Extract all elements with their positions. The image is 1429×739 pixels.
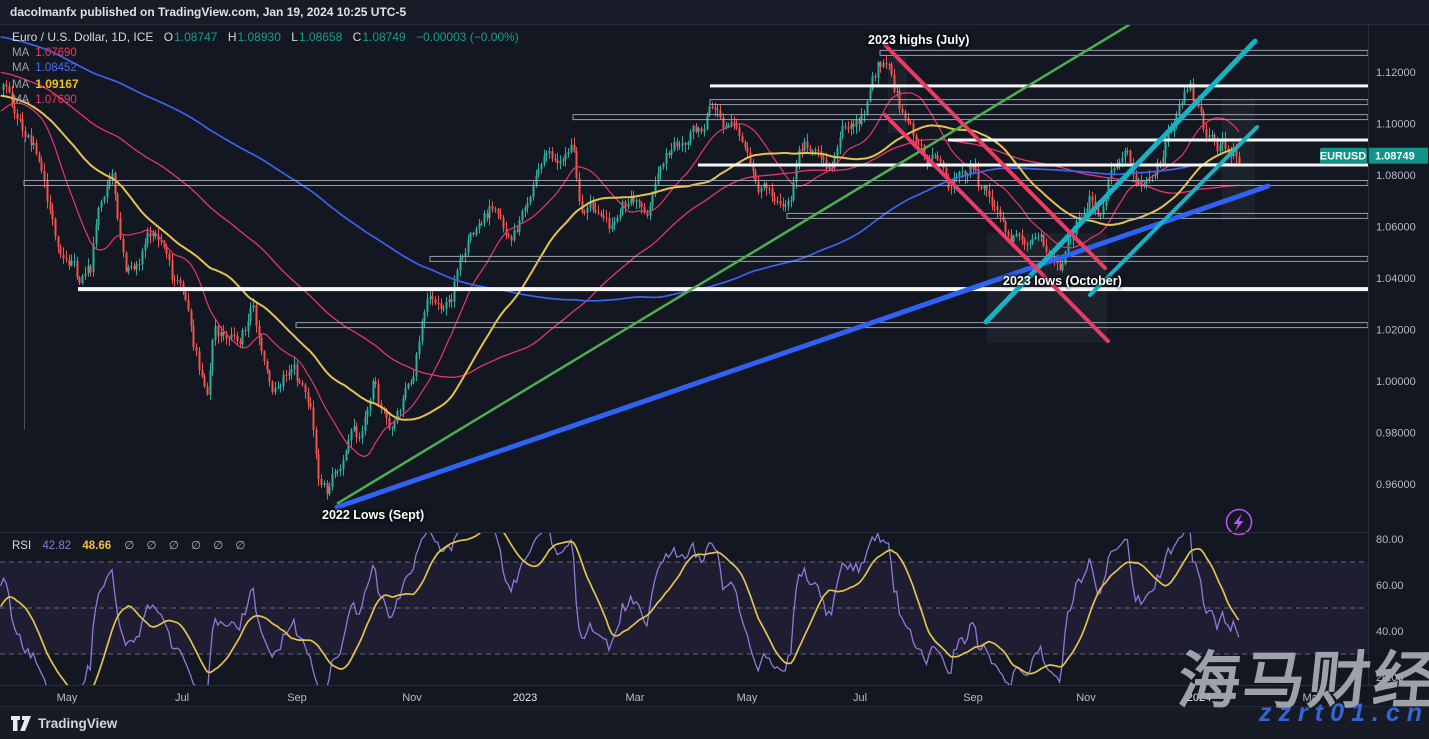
trendline-teal-channel-1[interactable] [983, 38, 1258, 325]
time-tick: Mar [1303, 692, 1322, 704]
ma-label: MA [12, 78, 30, 91]
ma-line-20[interactable] [0, 92, 1240, 457]
price-tick: 1.00000 [1376, 376, 1416, 388]
ma-line-100[interactable] [0, 71, 1239, 378]
open-label: O [163, 30, 174, 44]
ma-line-50[interactable] [0, 94, 1240, 421]
flash-icon[interactable] [1225, 508, 1253, 536]
trendline-pink-channel-2[interactable] [883, 113, 1110, 344]
symbol-title[interactable]: Euro / U.S. Dollar, 1D, ICE [12, 30, 154, 44]
ma-row[interactable]: MA 1.09167 [12, 77, 519, 94]
rsi-ma-line[interactable] [0, 526, 1240, 696]
price-tick: 1.02000 [1376, 325, 1416, 337]
ma-row[interactable]: MA 1.07690 [12, 93, 519, 109]
change-value: −0.00003 (−0.00%) [416, 30, 519, 44]
rsi-ma-value: 48.66 [82, 540, 112, 552]
price-tick: 1.12000 [1376, 67, 1416, 79]
horizontal-level-box[interactable] [709, 99, 1368, 106]
rsi-tick: 80.00 [1376, 534, 1404, 546]
trendline-pink-channel-1[interactable] [883, 43, 1107, 270]
price-tick: 0.98000 [1376, 428, 1416, 440]
horizontal-level-solid[interactable] [698, 163, 1368, 167]
ma-value: 1.07690 [35, 94, 77, 106]
rsi-line[interactable] [0, 519, 1240, 703]
horizontal-level-box[interactable] [786, 212, 1368, 219]
watermark-url: zzrt01.cn [1259, 699, 1429, 727]
symbol-legend: Euro / U.S. Dollar, 1D, ICE O1.08747 H1.… [12, 30, 519, 109]
rsi-tick: 20.00 [1376, 672, 1404, 684]
candles [2, 55, 1241, 500]
open-value: 1.08747 [174, 30, 218, 44]
horizontal-level-box[interactable] [879, 49, 1368, 56]
close-label: C [352, 30, 362, 44]
high-label: H [227, 30, 237, 44]
trendline-teal-channel-2[interactable] [1088, 125, 1259, 297]
time-tick: Jul [175, 692, 189, 704]
time-tick: Sep [287, 692, 307, 704]
annotation-2023-highs[interactable]: 2023 highs (July) [868, 33, 970, 47]
ma-value: 1.07690 [35, 46, 77, 59]
annotation-2022-lows[interactable]: 2022 Lows (Sept) [322, 508, 425, 522]
price-tick: 1.08000 [1376, 170, 1416, 182]
publish-header: dacolmanfx published on TradingView.com,… [0, 0, 1429, 25]
close-value: 1.08749 [362, 30, 406, 44]
horizontal-level-box[interactable] [295, 322, 1368, 329]
time-tick: Nov [1076, 692, 1096, 704]
publish-header-text: dacolmanfx published on TradingView.com,… [10, 5, 407, 19]
rsi-tick: 40.00 [1376, 626, 1404, 638]
price-tick: 0.96000 [1376, 479, 1416, 491]
ma-label: MA [12, 46, 30, 59]
symbol-title-row[interactable]: Euro / U.S. Dollar, 1D, ICE O1.08747 H1.… [12, 30, 519, 46]
time-tick: May [57, 692, 78, 704]
rsi-value: 42.82 [42, 540, 72, 552]
ma-row[interactable]: MA 1.07690 [12, 46, 519, 62]
time-tick: Mar [626, 692, 645, 704]
time-tick: Nov [402, 692, 422, 704]
tradingview-brand-text[interactable]: TradingView [38, 715, 118, 731]
rsi-label: RSI [12, 540, 32, 552]
horizontal-level-solid[interactable] [710, 84, 1368, 88]
rsi-tick: 60.00 [1376, 580, 1404, 592]
time-tick: 2023 [513, 692, 537, 704]
low-value: 1.08658 [298, 30, 343, 44]
ma-value: 1.09167 [35, 76, 79, 91]
low-label: L [291, 30, 298, 44]
ma-label: MA [12, 94, 30, 106]
time-tick: Sep [963, 692, 983, 704]
annotation-2023-lows[interactable]: 2023 lows (October) [1003, 274, 1122, 288]
time-tick: May [737, 692, 758, 704]
price-tick: 1.06000 [1376, 222, 1416, 234]
ma-row[interactable]: MA 1.08452 [12, 61, 519, 77]
time-tick: Jul [853, 692, 867, 704]
symbol-price-badge[interactable]: EURUSD 1.08749 [1320, 147, 1428, 164]
svg-text:EURUSD: EURUSD [1320, 151, 1367, 163]
price-tick: 1.10000 [1376, 119, 1416, 131]
horizontal-level-box[interactable] [23, 180, 1368, 186]
trendline-green-support[interactable] [336, 25, 1131, 505]
time-tick: 2024 [1187, 692, 1211, 704]
ma-label: MA [12, 62, 30, 74]
rsi-empty-plots: ∅ ∅ ∅ ∅ ∅ ∅ [124, 540, 246, 552]
svg-text:1.08749: 1.08749 [1375, 151, 1415, 163]
rsi-legend[interactable]: RSI 42.82 48.66 ∅ ∅ ∅ ∅ ∅ ∅ [12, 538, 245, 552]
horizontal-level-box[interactable] [429, 255, 1368, 262]
horizontal-level-solid[interactable] [78, 287, 1368, 292]
tradingview-logo-icon[interactable] [10, 715, 32, 732]
bottom-bar: TradingView [0, 706, 1429, 739]
high-value: 1.08930 [237, 30, 281, 44]
main-pane[interactable] [0, 25, 1368, 510]
trendline-blue-support[interactable] [334, 183, 1271, 510]
rsi-pane[interactable] [0, 519, 1368, 703]
price-tick: 1.04000 [1376, 273, 1416, 285]
ma-line-200[interactable] [0, 35, 1239, 302]
ma-value: 1.08452 [35, 62, 77, 74]
